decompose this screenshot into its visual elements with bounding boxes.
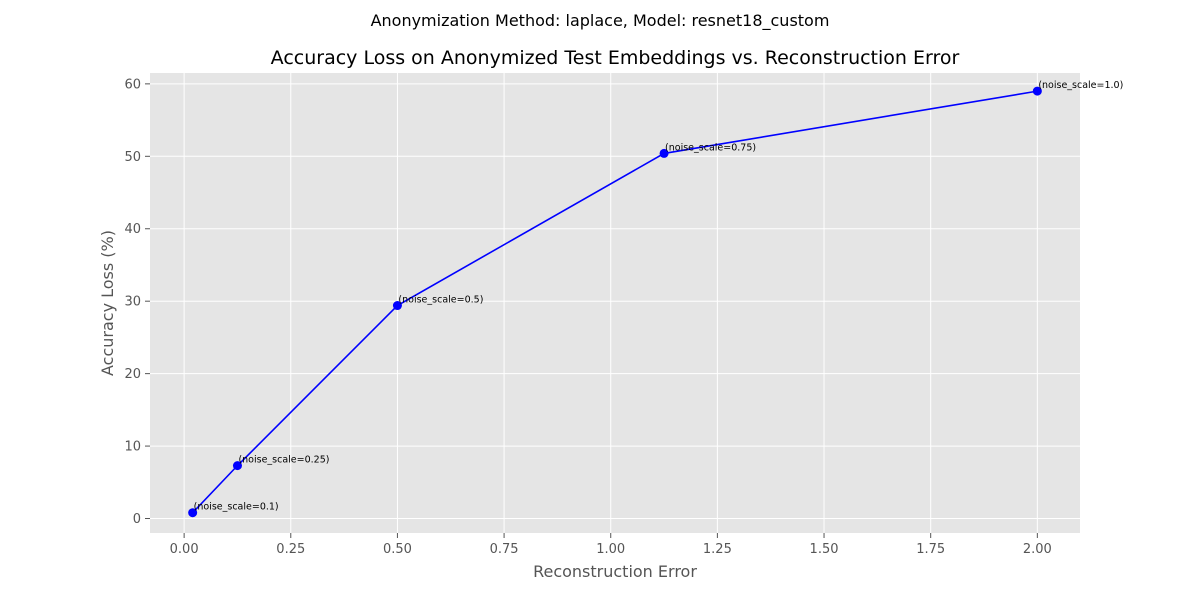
chart-title: Accuracy Loss on Anonymized Test Embeddi… [271, 47, 960, 69]
point-annotation: (noise_scale=1.0) [1038, 80, 1123, 91]
point-annotation: (noise_scale=0.25) [238, 455, 329, 466]
data-point [659, 148, 669, 158]
axis-ticks: 0.00 0.25 0.50 0.75 1.00 1.25 1.50 1.75 2.00 0 10 2… [124, 77, 1051, 557]
x-tick-label: 1.75 [916, 542, 945, 557]
x-tick-label: 0.00 [170, 542, 199, 557]
x-tick-label: 0.75 [490, 542, 519, 557]
plot-area [150, 73, 1080, 533]
y-tick-label: 40 [124, 222, 141, 237]
point-annotation: (noise_scale=0.5) [398, 295, 483, 306]
x-tick-label: 1.25 [703, 542, 732, 557]
x-tick-label: 0.50 [383, 542, 412, 557]
data-point [392, 301, 402, 311]
y-tick-label: 60 [124, 77, 141, 92]
x-tick-label: 2.00 [1023, 542, 1052, 557]
x-tick-label: 1.50 [810, 542, 839, 557]
grid-lines [150, 73, 1080, 533]
chart-suptitle: Anonymization Method: laplace, Model: re… [371, 11, 830, 31]
point-annotation: (noise_scale=0.1) [194, 502, 279, 513]
annotations: (noise_scale=0.1) (noise_scale=0.25) (nois… [194, 80, 1124, 513]
x-tick-label: 1.00 [596, 542, 625, 557]
point-annotation: (noise_scale=0.75) [665, 142, 756, 153]
x-tick-label: 0.25 [276, 542, 305, 557]
y-tick-label: 0 [133, 512, 141, 527]
y-tick-label: 10 [124, 440, 141, 455]
y-tick-label: 50 [124, 150, 141, 165]
data-point [232, 461, 242, 471]
data-point [188, 508, 198, 518]
x-axis-label: Reconstruction Error [533, 562, 697, 581]
y-axis-label: Accuracy Loss (%) [98, 230, 117, 376]
y-tick-label: 30 [124, 295, 141, 310]
y-tick-label: 20 [124, 367, 141, 382]
data-point [1032, 86, 1042, 96]
data-series [188, 86, 1042, 518]
